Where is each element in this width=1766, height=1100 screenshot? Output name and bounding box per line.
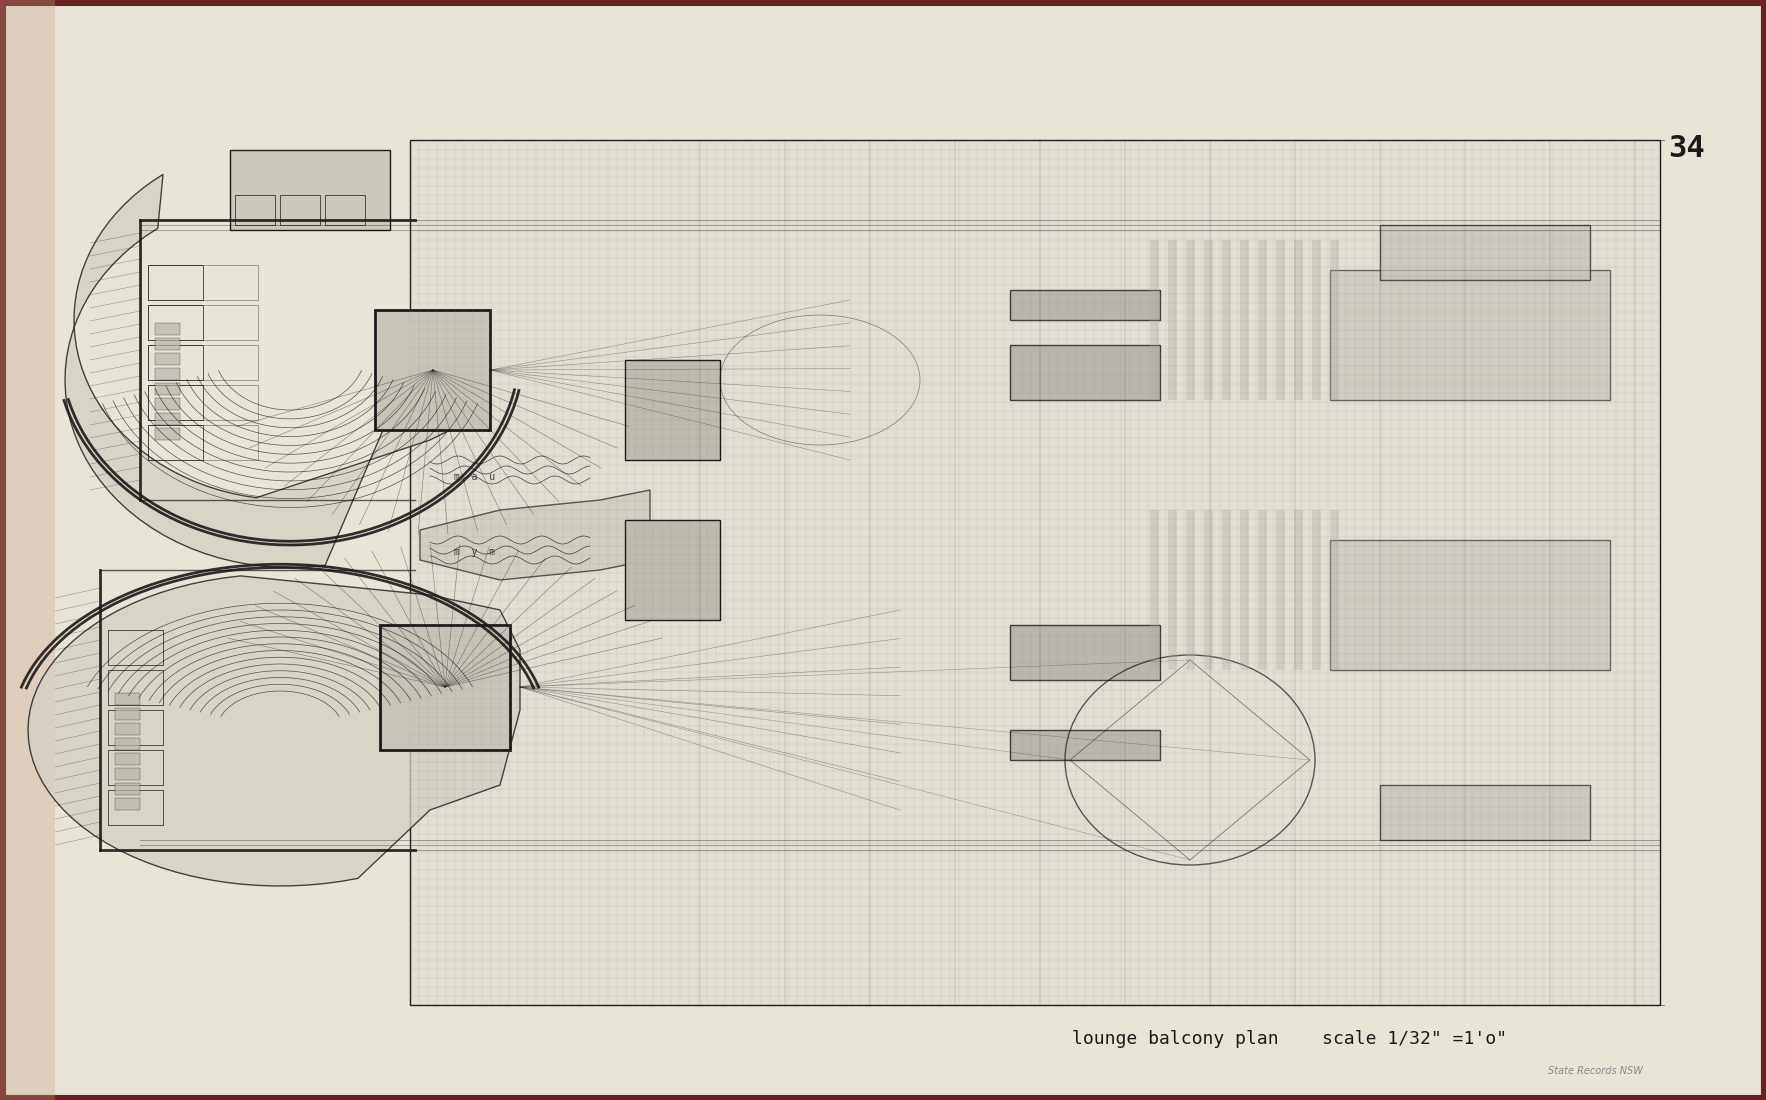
Bar bbox=[230, 150, 390, 230]
Bar bbox=[1257, 240, 1266, 400]
Bar bbox=[1330, 540, 1611, 670]
Bar bbox=[410, 140, 1660, 1005]
Bar bbox=[155, 368, 180, 379]
Bar bbox=[374, 310, 489, 430]
Bar bbox=[1150, 240, 1158, 400]
Bar bbox=[115, 738, 140, 750]
Bar bbox=[1330, 240, 1339, 400]
Bar bbox=[1204, 240, 1213, 400]
Bar bbox=[1294, 510, 1303, 670]
Bar bbox=[1222, 240, 1231, 400]
Bar bbox=[148, 345, 258, 379]
Bar bbox=[625, 520, 721, 620]
Polygon shape bbox=[28, 576, 519, 886]
Bar bbox=[281, 195, 320, 226]
Bar bbox=[1257, 510, 1266, 670]
Bar bbox=[115, 708, 140, 720]
Bar bbox=[1240, 510, 1249, 670]
Bar bbox=[148, 385, 258, 420]
Bar bbox=[148, 305, 258, 340]
Bar bbox=[115, 768, 140, 780]
Bar bbox=[108, 790, 162, 825]
Bar bbox=[108, 670, 162, 705]
Bar bbox=[148, 265, 203, 300]
Bar bbox=[148, 425, 203, 460]
Bar bbox=[325, 195, 366, 226]
Bar bbox=[1330, 270, 1611, 400]
Bar bbox=[1187, 240, 1196, 400]
Bar bbox=[235, 195, 275, 226]
Bar bbox=[1167, 510, 1176, 670]
Polygon shape bbox=[65, 175, 489, 568]
Bar bbox=[1379, 226, 1589, 280]
Polygon shape bbox=[420, 490, 650, 580]
Bar bbox=[1379, 785, 1589, 840]
Bar bbox=[1150, 510, 1158, 670]
Text: m  y  m: m y m bbox=[454, 547, 496, 557]
Text: State Records NSW: State Records NSW bbox=[1547, 1066, 1642, 1076]
Bar bbox=[155, 412, 180, 425]
Bar bbox=[1010, 290, 1160, 320]
Bar bbox=[1312, 510, 1321, 670]
Bar bbox=[1277, 510, 1286, 670]
Bar bbox=[1010, 625, 1160, 680]
Text: m  a  u: m a u bbox=[454, 472, 496, 482]
Bar bbox=[115, 798, 140, 810]
Bar bbox=[380, 625, 510, 750]
Bar bbox=[108, 630, 162, 666]
Bar bbox=[115, 783, 140, 795]
Bar bbox=[108, 750, 162, 785]
Bar bbox=[148, 385, 203, 420]
Polygon shape bbox=[0, 0, 55, 1100]
Bar bbox=[1010, 345, 1160, 400]
Bar bbox=[1167, 240, 1176, 400]
Bar bbox=[1312, 240, 1321, 400]
Text: 34: 34 bbox=[1669, 134, 1704, 163]
Bar bbox=[410, 140, 1660, 1005]
Bar bbox=[148, 265, 258, 300]
Bar bbox=[155, 338, 180, 350]
Bar bbox=[1204, 510, 1213, 670]
Bar bbox=[108, 710, 162, 745]
Bar bbox=[1294, 240, 1303, 400]
Bar bbox=[1240, 240, 1249, 400]
Bar bbox=[155, 383, 180, 395]
Bar bbox=[155, 398, 180, 410]
Bar bbox=[1277, 240, 1286, 400]
Bar bbox=[625, 360, 721, 460]
Bar bbox=[155, 323, 180, 336]
Bar bbox=[148, 425, 258, 460]
Text: lounge balcony plan    scale 1/32" =1'o": lounge balcony plan scale 1/32" =1'o" bbox=[1072, 1031, 1506, 1048]
Bar bbox=[1187, 510, 1196, 670]
Bar bbox=[155, 428, 180, 440]
Bar bbox=[1010, 730, 1160, 760]
Bar bbox=[1330, 510, 1339, 670]
Bar bbox=[115, 723, 140, 735]
Bar bbox=[1222, 510, 1231, 670]
Bar bbox=[115, 754, 140, 764]
Bar bbox=[148, 305, 203, 340]
Bar bbox=[155, 353, 180, 365]
Bar bbox=[115, 693, 140, 705]
Bar bbox=[148, 345, 203, 379]
